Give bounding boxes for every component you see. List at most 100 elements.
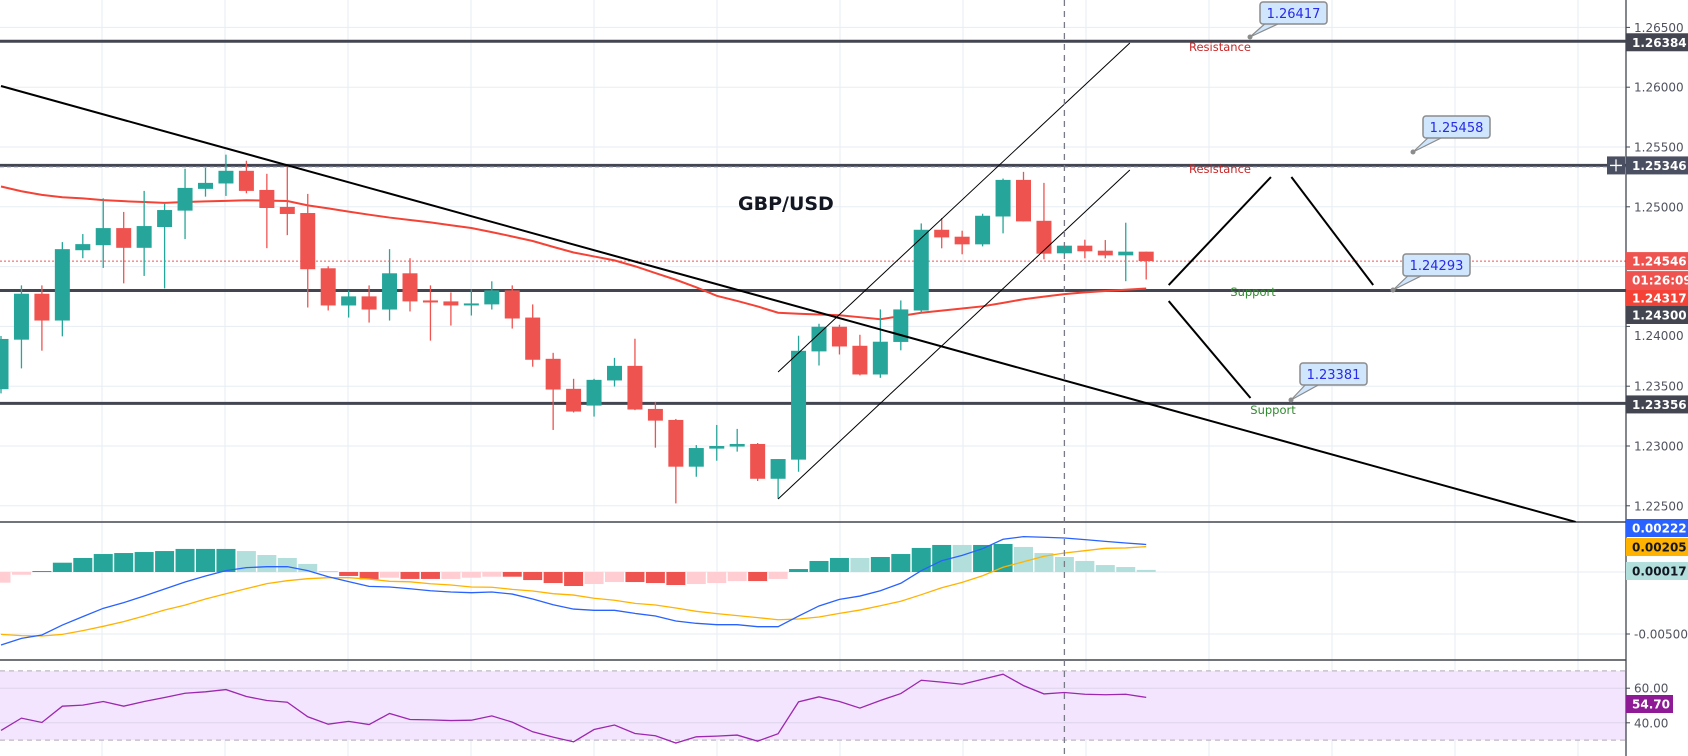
candle-up bbox=[382, 273, 398, 310]
macd-histogram-bar bbox=[277, 557, 297, 572]
macd-histogram-bar bbox=[236, 551, 256, 572]
macd-histogram-bar bbox=[196, 548, 215, 572]
candle-up bbox=[218, 170, 234, 184]
callout-anchor-dot bbox=[1390, 287, 1396, 293]
candle-up bbox=[157, 210, 173, 228]
level-price-label-box bbox=[1626, 33, 1688, 52]
macd-histogram-bar bbox=[850, 557, 870, 572]
price-axis-label: 1.25000 bbox=[1634, 200, 1684, 214]
macd-histogram-bar bbox=[339, 572, 359, 576]
macd-histogram-bar bbox=[155, 551, 175, 572]
macd-histogram-bar bbox=[605, 572, 624, 583]
macd-histogram-bar bbox=[911, 547, 931, 572]
macd-value-label-box bbox=[1626, 519, 1688, 537]
candle-down bbox=[402, 273, 418, 302]
macd-histogram-bar bbox=[748, 572, 768, 582]
candle-down bbox=[1077, 245, 1093, 252]
candle-down bbox=[647, 408, 663, 421]
price-axis[interactable]: 1.26500 1.26000 1.25500 1.25000 1.24000 1.235… bbox=[1607, 0, 1688, 756]
candle-down bbox=[320, 268, 336, 306]
plus-icon bbox=[1610, 159, 1622, 172]
candle-down bbox=[1138, 251, 1154, 262]
price-axis-label: 1.23000 bbox=[1634, 440, 1684, 454]
rsi-pane bbox=[0, 673, 1147, 744]
candle-down bbox=[300, 213, 316, 270]
candle-down bbox=[361, 296, 377, 310]
candle-up bbox=[913, 229, 929, 311]
macd-histogram-bar bbox=[114, 553, 134, 572]
macd-histogram-bar bbox=[0, 572, 11, 583]
callout-box bbox=[1259, 1, 1328, 25]
candle-up bbox=[136, 226, 152, 248]
callout-anchor-dot bbox=[1247, 34, 1253, 40]
candle-up bbox=[341, 296, 357, 306]
callout-box bbox=[1299, 362, 1368, 386]
candle-down bbox=[566, 388, 582, 412]
macd-histogram-bar bbox=[973, 544, 993, 572]
candle-up bbox=[688, 448, 704, 467]
rsi-band bbox=[0, 670, 1626, 741]
macd-histogram-bar bbox=[870, 556, 890, 572]
macd-histogram-bar bbox=[952, 544, 972, 572]
moving-average-price-label-box bbox=[1626, 289, 1688, 308]
candle-up bbox=[13, 293, 29, 340]
candle-up bbox=[975, 215, 991, 245]
trendline bbox=[1167, 300, 1252, 399]
candle-down bbox=[545, 358, 561, 390]
chart-title: GBP/USD bbox=[738, 193, 834, 215]
trendlines[interactable] bbox=[0, 42, 1576, 522]
candle-down bbox=[668, 419, 684, 467]
macd-histogram-bar bbox=[543, 572, 563, 584]
macd-histogram-bar bbox=[11, 572, 31, 575]
level-price-label: 1.23356 bbox=[1632, 398, 1687, 412]
candle-down bbox=[852, 345, 868, 375]
macd-pane bbox=[0, 536, 1156, 646]
rsi-axis-label: 60.00 bbox=[1634, 682, 1668, 696]
macd-histogram-bar bbox=[257, 555, 277, 572]
macd-histogram-bar bbox=[420, 572, 440, 579]
macd-histogram-bar bbox=[482, 572, 502, 577]
macd-histogram-bar bbox=[52, 562, 72, 572]
candle-down bbox=[238, 170, 254, 191]
macd-histogram-bar bbox=[523, 572, 543, 581]
candle-up bbox=[872, 341, 888, 375]
price-axis-label: 1.24000 bbox=[1634, 329, 1684, 343]
horizontal-levels[interactable] bbox=[0, 39, 1626, 405]
candle-up bbox=[95, 228, 111, 246]
macd-histogram-bar bbox=[584, 572, 604, 585]
macd-histogram-bar bbox=[175, 548, 195, 572]
level-price-label: 1.25346 bbox=[1632, 159, 1687, 173]
candle-down bbox=[1036, 220, 1052, 254]
candle-up bbox=[729, 443, 745, 447]
level-price-label-box bbox=[1626, 395, 1688, 414]
price-axis-label: 1.23500 bbox=[1634, 380, 1684, 394]
candle-down bbox=[954, 236, 970, 245]
macd-histogram-bar bbox=[134, 552, 154, 572]
candle-up bbox=[995, 179, 1011, 217]
candle-up bbox=[709, 446, 725, 449]
level-price-label: 1.26384 bbox=[1632, 36, 1687, 50]
histogram-value-label-box bbox=[1626, 562, 1688, 580]
macd-histogram-bar bbox=[400, 572, 420, 579]
callout-anchor-dot bbox=[1410, 149, 1416, 155]
macd-histogram-bar bbox=[891, 554, 911, 572]
macd-histogram-bar bbox=[809, 560, 829, 572]
grid bbox=[0, 0, 1626, 756]
signal-value-label-box bbox=[1626, 538, 1688, 556]
last-price-label: 1.24546 bbox=[1632, 255, 1687, 269]
price-axis-label: 1.26500 bbox=[1634, 21, 1684, 35]
macd-histogram-bar bbox=[502, 572, 522, 577]
resistance-label: Resistance bbox=[1189, 40, 1251, 54]
candle-down bbox=[443, 301, 459, 306]
last-price-label-box bbox=[1626, 252, 1688, 271]
trendline bbox=[1290, 176, 1374, 286]
trendline bbox=[777, 169, 1131, 500]
macd-histogram-bar bbox=[666, 572, 686, 586]
macd-histogram-bar bbox=[1095, 565, 1115, 572]
candle-down bbox=[831, 326, 847, 347]
rsi-band-fill bbox=[0, 670, 1626, 741]
macd-value-label: 0.00222 bbox=[1632, 522, 1687, 536]
macd-histogram-bar bbox=[318, 571, 338, 572]
macd-axis-label: -0.00500 bbox=[1634, 628, 1688, 642]
